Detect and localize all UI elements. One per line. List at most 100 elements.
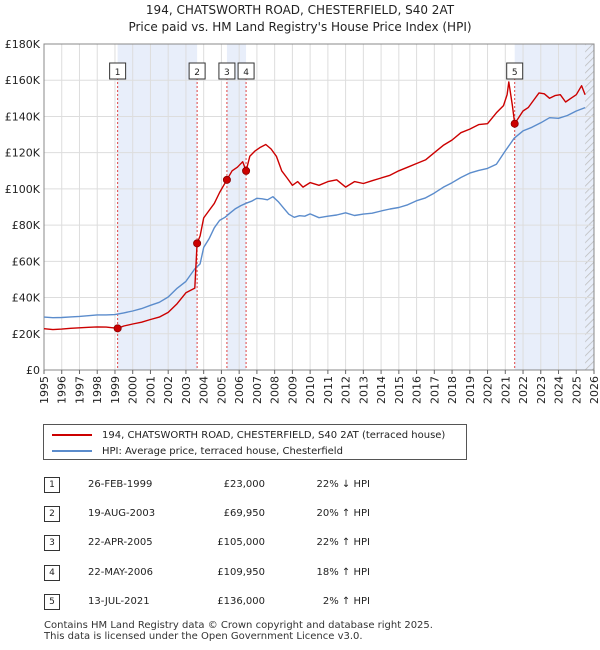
series-line-hpi <box>43 106 586 319</box>
x-tick-label: 2003 <box>180 376 193 404</box>
y-tick-label: £60K <box>12 255 41 268</box>
sale-point-4 <box>242 166 251 175</box>
legend: 194, CHATSWORTH ROAD, CHESTERFIELD, S40 … <box>43 424 467 460</box>
x-tick-label: 2001 <box>144 376 157 404</box>
x-tick-label: 2018 <box>446 376 459 404</box>
x-tick-label: 2014 <box>375 376 388 404</box>
sale-date: 26-FEB-1999 <box>88 479 153 490</box>
y-tick-label: £180K <box>5 38 41 51</box>
y-tick-label: £120K <box>5 147 41 160</box>
x-tick-label: 2013 <box>357 376 370 404</box>
x-tick-label: 2025 <box>570 376 583 404</box>
y-tick-label: £40K <box>12 292 41 305</box>
sale-hpi-diff: 20% ↑ HPI <box>316 508 370 519</box>
footer: Contains HM Land Registry data © Crown c… <box>44 620 433 642</box>
x-tick-label: 2006 <box>233 376 246 404</box>
x-tick-label: 2026 <box>588 376 600 404</box>
x-tick-label: 2016 <box>411 376 424 404</box>
table-row: 2 19-AUG-2003 £69,950 20% ↑ HPI <box>0 506 600 526</box>
sale-label-4: 4 <box>243 68 249 78</box>
x-tick-label: 2000 <box>127 376 140 404</box>
sale-number: 2 <box>44 506 60 522</box>
x-tick-label: 2010 <box>304 376 317 404</box>
sale-hpi-diff: 18% ↑ HPI <box>316 567 370 578</box>
x-tick-label: 2009 <box>286 376 299 404</box>
sale-price: £136,000 <box>217 596 265 607</box>
x-tick-label: 1998 <box>91 376 104 404</box>
x-tick-label: 2002 <box>162 376 175 404</box>
y-tick-label: £160K <box>5 74 41 87</box>
sale-number: 1 <box>44 477 60 493</box>
sale-number: 5 <box>44 594 60 610</box>
legend-item-hpi: HPI: Average price, terraced house, Ches… <box>52 443 343 459</box>
sale-label-1: 1 <box>115 68 121 78</box>
sale-date: 13-JUL-2021 <box>88 596 150 607</box>
legend-swatch-hpi <box>52 450 92 452</box>
sale-label-box-2 <box>188 62 206 80</box>
plot-frame <box>43 43 595 371</box>
sale-label-5: 5 <box>512 68 518 78</box>
y-tick-label: £20K <box>12 328 41 341</box>
x-tick-label: 2004 <box>198 376 211 404</box>
sale-price: £69,950 <box>223 508 265 519</box>
ownership-band-3 <box>514 44 594 370</box>
sale-label-box-5 <box>506 62 524 80</box>
x-tick-label: 2017 <box>428 376 441 404</box>
x-tick-label: 2022 <box>517 376 530 404</box>
x-tick-label: 1997 <box>73 376 86 404</box>
y-tick-label: £0 <box>26 364 40 377</box>
table-row: 5 13-JUL-2021 £136,000 2% ↑ HPI <box>0 594 600 614</box>
x-tick-label: 2005 <box>215 376 228 404</box>
legend-label-hpi: HPI: Average price, terraced house, Ches… <box>102 445 343 457</box>
forecast-hatch <box>585 44 594 370</box>
price-chart: 194, CHATSWORTH ROAD, CHESTERFIELD, S40 … <box>5 3 600 404</box>
x-tick-label: 2024 <box>553 376 566 404</box>
sale-label-3: 3 <box>224 68 230 78</box>
sale-label-2: 2 <box>194 68 200 78</box>
x-tick-label: 2019 <box>464 376 477 404</box>
table-row: 4 22-MAY-2006 £109,950 18% ↑ HPI <box>0 565 600 585</box>
sale-price: £105,000 <box>217 537 265 548</box>
sale-hpi-diff: 22% ↓ HPI <box>316 479 370 490</box>
chart-title-line1: 194, CHATSWORTH ROAD, CHESTERFIELD, S40 … <box>146 3 455 17</box>
chart-title-line2: Price paid vs. HM Land Registry's House … <box>128 20 471 34</box>
legend-item-property: 194, CHATSWORTH ROAD, CHESTERFIELD, S40 … <box>52 427 445 443</box>
sale-label-box-4 <box>237 62 255 80</box>
x-tick-label: 1996 <box>56 376 69 404</box>
sale-date: 22-MAY-2006 <box>88 567 154 578</box>
legend-label-property: 194, CHATSWORTH ROAD, CHESTERFIELD, S40 … <box>102 429 446 441</box>
sale-date: 19-AUG-2003 <box>88 508 156 519</box>
sale-label-box-3 <box>218 62 236 80</box>
x-tick-label: 2011 <box>322 376 335 404</box>
table-row: 1 26-FEB-1999 £23,000 22% ↓ HPI <box>0 477 600 497</box>
sale-hpi-diff: 2% ↑ HPI <box>322 596 370 607</box>
sale-point-1 <box>113 324 122 333</box>
x-tick-label: 2020 <box>482 376 495 404</box>
sale-number: 3 <box>44 535 60 551</box>
x-tick-label: 2008 <box>269 376 282 404</box>
x-tick-label: 2023 <box>535 376 548 404</box>
ownership-band-1 <box>117 44 198 370</box>
x-tick-label: 2007 <box>251 376 264 404</box>
legend-swatch-property <box>52 434 92 436</box>
sale-point-2 <box>193 239 202 248</box>
table-row: 3 22-APR-2005 £105,000 22% ↑ HPI <box>0 535 600 555</box>
y-tick-label: £140K <box>5 110 41 123</box>
sale-number: 4 <box>44 565 60 581</box>
y-tick-label: £100K <box>5 183 41 196</box>
footer-copyright: Contains HM Land Registry data © Crown c… <box>44 620 433 631</box>
x-tick-label: 1999 <box>109 376 122 404</box>
footer-licence: This data is licensed under the Open Gov… <box>44 631 363 642</box>
sale-point-5 <box>510 119 519 128</box>
x-tick-label: 1995 <box>38 376 51 404</box>
x-tick-label: 2021 <box>499 376 512 404</box>
sale-price: £23,000 <box>223 479 265 490</box>
sale-point-3 <box>222 175 231 184</box>
sale-hpi-diff: 22% ↑ HPI <box>316 537 370 548</box>
y-tick-label: £80K <box>12 219 41 232</box>
ownership-band-2 <box>226 44 247 370</box>
sale-label-box-1 <box>109 62 127 80</box>
x-tick-label: 2012 <box>340 376 353 404</box>
x-tick-label: 2015 <box>393 376 406 404</box>
series-line-property <box>43 81 586 331</box>
